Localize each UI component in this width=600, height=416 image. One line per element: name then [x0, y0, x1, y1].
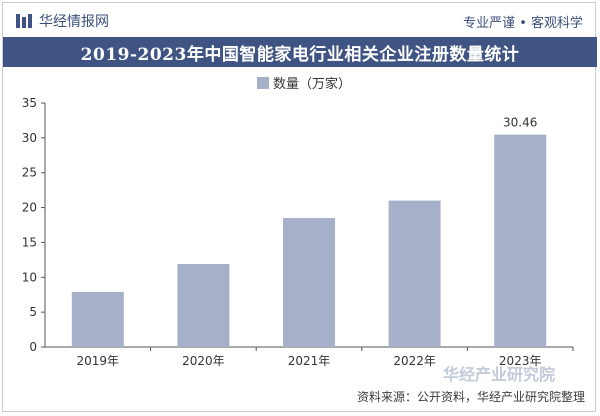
y-tick-label: 30	[22, 131, 37, 145]
y-tick-label: 10	[22, 270, 37, 284]
legend-label: 数量（万家）	[273, 76, 351, 92]
bar	[388, 200, 441, 347]
bar-chart: 数量（万家） 0 5 10 15 20 25 30 35 2019年 2020年 2021年 2022年…	[22, 76, 574, 368]
y-tick-label: 5	[29, 305, 37, 319]
x-tick-label: 2021年	[288, 354, 331, 368]
bar	[177, 264, 230, 347]
title-bar: 2019-2023年中国智能家电行业相关企业注册数量统计	[3, 37, 597, 67]
y-tick-label: 0	[29, 340, 37, 354]
top-bar: 华经情报网 专业严谨 • 客观科学	[3, 3, 597, 37]
brand: 华经情报网	[15, 11, 109, 31]
brand-logo-icon	[16, 14, 32, 28]
y-tick-label: 35	[22, 96, 37, 110]
x-tick-label: 2020年	[182, 354, 225, 368]
source-note: 资料来源：公开资料，华经产业研究院整理	[356, 390, 585, 404]
data-label: 30.46	[503, 116, 537, 130]
y-tick-label: 25	[22, 166, 37, 180]
legend-swatch	[257, 77, 269, 89]
chart-area: 数量（万家） 0 5 10 15 20 25 30 35 2019年 2020年 2021年 2022年…	[3, 67, 597, 413]
x-tick-label: 2022年	[393, 354, 436, 368]
brand-name: 华经情报网	[39, 14, 109, 30]
x-tick-label: 2023年	[499, 354, 542, 368]
chart-frame: 华经情报网 专业严谨 • 客观科学 2019-2023年中国智能家电行业相关企业…	[2, 2, 597, 413]
bar	[71, 291, 124, 347]
watermark-logo: 华经产业研究院	[443, 365, 556, 384]
y-tick-label: 15	[22, 235, 37, 249]
x-tick-label: 2019年	[77, 354, 120, 368]
slogan: 专业严谨 • 客观科学	[463, 16, 583, 31]
bar	[494, 134, 547, 347]
y-tick-label: 20	[22, 201, 37, 215]
bar	[283, 218, 335, 347]
chart-title: 2019-2023年中国智能家电行业相关企业注册数量统计	[80, 44, 520, 65]
